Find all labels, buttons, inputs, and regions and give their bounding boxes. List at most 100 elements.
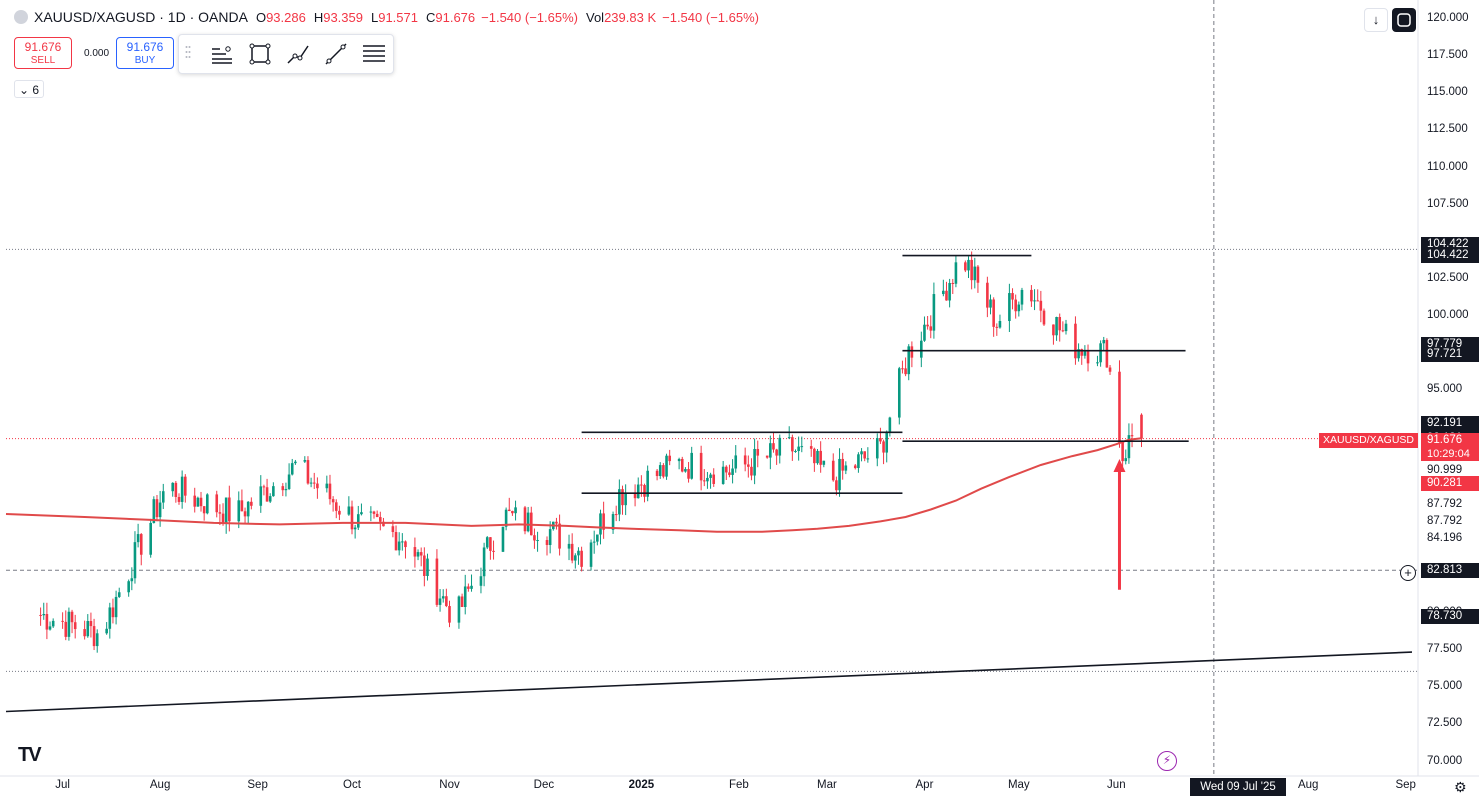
- buy-button[interactable]: 91.676 BUY: [116, 37, 174, 69]
- x-tick-label: Mar: [817, 779, 837, 791]
- candle-body: [954, 262, 958, 284]
- candle-body: [888, 417, 892, 432]
- candle-body: [577, 550, 580, 556]
- candle-body: [127, 581, 130, 593]
- candle-body: [1014, 299, 1017, 312]
- trend-line-icon[interactable]: [209, 41, 235, 67]
- candle-body: [259, 486, 263, 506]
- candle-body: [117, 592, 121, 597]
- candle-body: [533, 535, 536, 541]
- drawing-toolbar: [178, 34, 394, 74]
- x-tick-label: Aug: [1297, 779, 1319, 791]
- y-tick-label: 120.000: [1427, 12, 1469, 24]
- arrow-down-icon[interactable]: ↓: [1364, 8, 1388, 32]
- candle-body: [853, 465, 857, 469]
- candle-body: [599, 513, 602, 535]
- candle-body: [350, 506, 354, 530]
- candle-body: [643, 485, 646, 497]
- candle-body: [423, 555, 426, 576]
- candle-body: [596, 534, 599, 542]
- candle-body: [240, 500, 244, 512]
- candle-body: [92, 626, 96, 647]
- candle-body: [907, 346, 911, 375]
- path-icon[interactable]: [285, 41, 311, 67]
- candle-body: [929, 326, 933, 331]
- candle-body: [684, 469, 687, 472]
- candle-body: [183, 476, 187, 496]
- candle-body: [467, 586, 470, 589]
- candle-body: [375, 513, 379, 518]
- fullscreen-icon[interactable]: [1392, 8, 1416, 32]
- candle-body: [948, 282, 951, 301]
- candle-body: [555, 521, 558, 524]
- candle-body: [570, 543, 574, 561]
- symbol-title[interactable]: XAUUSD/XAGUSD · 1D · OANDA: [34, 9, 248, 25]
- candle-body: [882, 441, 885, 453]
- candle-body: [611, 514, 615, 530]
- x-tick-label: Oct: [343, 779, 361, 791]
- candle-body: [111, 607, 115, 618]
- ray-icon[interactable]: [323, 41, 349, 67]
- sell-button[interactable]: 91.676 SELL: [14, 37, 72, 69]
- candle-body: [426, 558, 429, 576]
- candle-body: [1140, 414, 1143, 439]
- support-trendline: [5, 651, 1413, 713]
- buy-price: 91.676: [126, 40, 164, 54]
- y-tick-label: 72.500: [1427, 717, 1463, 730]
- candle-body: [228, 497, 231, 522]
- candle-body: [353, 527, 357, 530]
- candle-body: [998, 321, 1002, 328]
- fullscreen-glyph: [1397, 13, 1411, 27]
- candle-body: [831, 460, 835, 481]
- candle-body: [699, 452, 703, 481]
- candle-body: [945, 290, 948, 301]
- price-tag-label: 104.422: [1421, 247, 1479, 263]
- candle-body: [334, 502, 338, 511]
- candle-body: [1080, 349, 1084, 356]
- drag-handle-icon[interactable]: [185, 45, 191, 63]
- candle-body: [372, 511, 376, 514]
- candle-body: [435, 558, 439, 605]
- y-tick-label: 77.500: [1427, 643, 1463, 656]
- rectangle-icon[interactable]: [247, 41, 273, 67]
- plus-circle-icon[interactable]: +: [1400, 565, 1416, 581]
- candle-body: [265, 487, 269, 502]
- gear-icon[interactable]: ⚙: [1454, 779, 1467, 795]
- x-tick-label: Sep: [1395, 779, 1416, 791]
- indicator-count: 6: [32, 83, 40, 97]
- candle-body: [316, 483, 319, 489]
- candle-body: [224, 497, 228, 524]
- candle-body: [237, 500, 241, 522]
- tradingview-logo[interactable]: TV: [18, 744, 42, 766]
- candle-body: [986, 282, 989, 308]
- candle-body: [394, 532, 398, 551]
- candle-body: [545, 540, 549, 545]
- bolt-icon[interactable]: ⚡: [1157, 751, 1177, 771]
- candle-body: [514, 507, 517, 514]
- y-tick-label: 95.000: [1427, 383, 1463, 396]
- candle-body: [73, 622, 77, 630]
- candle-body: [636, 484, 640, 499]
- candle-body: [215, 494, 219, 513]
- candle-body: [1083, 350, 1087, 356]
- candle-body: [262, 486, 266, 488]
- candle-body: [149, 522, 152, 555]
- candle-body: [413, 547, 417, 557]
- candle-body: [1052, 324, 1055, 336]
- candle-body: [624, 493, 627, 506]
- candle-body: [133, 542, 137, 579]
- candle-body: [901, 368, 904, 370]
- fib-icon[interactable]: [361, 41, 387, 67]
- candle-body: [1008, 293, 1011, 322]
- vol-change-value: −1.540 (−1.65%): [662, 9, 759, 25]
- candle-body: [174, 482, 178, 497]
- candle-body: [835, 480, 838, 491]
- candle-body: [747, 464, 750, 467]
- candle-body: [857, 454, 860, 469]
- candle-body: [523, 507, 527, 532]
- high-value: 93.359: [323, 9, 363, 25]
- indicators-toggle[interactable]: ⌄ 6: [14, 80, 44, 98]
- candle-body: [662, 465, 665, 477]
- open-value: 93.286: [266, 9, 306, 25]
